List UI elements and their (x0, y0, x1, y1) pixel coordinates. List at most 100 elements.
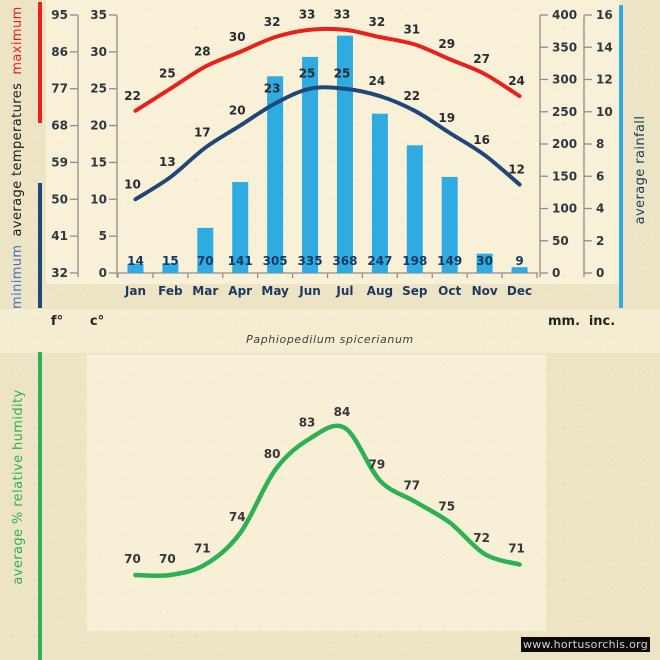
average-temperatures-label: average temperatures (10, 82, 25, 237)
inches-unit-label: inc. (588, 314, 616, 329)
svg-text:25: 25 (90, 82, 107, 96)
svg-text:23: 23 (264, 81, 281, 95)
svg-text:20: 20 (229, 104, 246, 118)
svg-text:86: 86 (51, 45, 68, 59)
svg-text:19: 19 (438, 111, 455, 125)
svg-text:14: 14 (596, 40, 613, 54)
svg-text:Sep: Sep (402, 284, 428, 298)
temperature-rainfall-panel (46, 0, 620, 284)
svg-text:75: 75 (438, 500, 455, 514)
svg-text:50: 50 (552, 234, 569, 248)
temperature-rainfall-chart: 9586776859504132353025201510504003503002… (51, 8, 613, 298)
svg-text:68: 68 (51, 119, 68, 133)
svg-text:71: 71 (194, 542, 211, 556)
watermark: www.hortusorchis.org (521, 637, 650, 652)
svg-text:16: 16 (596, 8, 613, 22)
svg-text:368: 368 (332, 254, 357, 268)
svg-text:12: 12 (508, 163, 525, 177)
svg-text:30: 30 (229, 30, 246, 44)
svg-text:32: 32 (369, 15, 386, 29)
svg-text:Apr: Apr (228, 284, 252, 298)
svg-text:33: 33 (299, 8, 316, 22)
svg-text:32: 32 (264, 15, 281, 29)
svg-text:Aug: Aug (367, 284, 393, 298)
svg-text:80: 80 (264, 447, 281, 461)
temperatures-axis-title: minimum average temperatures maximum (10, 6, 26, 310)
svg-text:24: 24 (508, 74, 525, 88)
svg-text:17: 17 (194, 126, 211, 140)
svg-text:22: 22 (403, 89, 420, 103)
svg-text:32: 32 (51, 266, 68, 280)
humidity-panel (87, 355, 546, 631)
svg-text:95: 95 (51, 8, 68, 22)
humidity-scale-bar (38, 352, 42, 660)
svg-text:50: 50 (51, 192, 68, 206)
svg-text:30: 30 (476, 254, 493, 268)
svg-text:8: 8 (596, 137, 604, 151)
svg-text:300: 300 (552, 73, 577, 87)
svg-text:250: 250 (552, 105, 577, 119)
svg-text:29: 29 (438, 37, 455, 51)
svg-text:305: 305 (263, 254, 288, 268)
svg-text:4: 4 (596, 202, 604, 216)
svg-text:Feb: Feb (158, 284, 183, 298)
svg-text:70: 70 (124, 552, 141, 566)
svg-text:0: 0 (596, 266, 604, 280)
svg-text:12: 12 (596, 73, 613, 87)
species-band (0, 309, 660, 353)
celsius-unit-label: c° (89, 314, 105, 329)
svg-text:72: 72 (473, 531, 490, 545)
svg-text:198: 198 (402, 254, 427, 268)
millimeters-unit-label: mm. (547, 314, 581, 329)
svg-text:149: 149 (437, 254, 462, 268)
svg-text:Oct: Oct (438, 284, 461, 298)
svg-text:350: 350 (552, 40, 577, 54)
svg-text:400: 400 (552, 8, 577, 22)
maximum-label: maximum (10, 6, 25, 75)
svg-text:2: 2 (596, 234, 604, 248)
svg-text:31: 31 (403, 22, 420, 36)
svg-text:83: 83 (299, 416, 316, 430)
svg-text:25: 25 (299, 67, 316, 81)
svg-text:79: 79 (369, 458, 386, 472)
svg-text:14: 14 (127, 254, 144, 268)
svg-text:15: 15 (90, 155, 107, 169)
rainfall-axis-title: average rainfall (633, 115, 648, 225)
svg-text:10: 10 (90, 192, 107, 206)
svg-text:0: 0 (552, 266, 560, 280)
svg-text:28: 28 (194, 45, 211, 59)
svg-text:25: 25 (159, 67, 176, 81)
svg-text:35: 35 (90, 8, 107, 22)
svg-text:6: 6 (596, 169, 604, 183)
svg-text:247: 247 (367, 254, 392, 268)
svg-text:0: 0 (99, 266, 107, 280)
svg-text:13: 13 (159, 155, 176, 169)
svg-text:10: 10 (596, 105, 613, 119)
svg-text:Mar: Mar (192, 284, 218, 298)
minimum-temperature-scale-bar (38, 183, 42, 308)
svg-text:71: 71 (508, 542, 525, 556)
svg-text:27: 27 (473, 52, 490, 66)
svg-text:24: 24 (369, 74, 386, 88)
svg-text:Jun: Jun (298, 284, 321, 298)
svg-text:Jan: Jan (124, 284, 146, 298)
svg-text:70: 70 (197, 254, 214, 268)
fahrenheit-unit-label: f° (50, 314, 64, 329)
svg-text:20: 20 (90, 119, 107, 133)
svg-text:59: 59 (51, 155, 68, 169)
svg-text:10: 10 (124, 177, 141, 191)
svg-text:16: 16 (473, 133, 490, 147)
svg-text:22: 22 (124, 89, 141, 103)
svg-text:335: 335 (298, 254, 323, 268)
svg-text:77: 77 (51, 82, 68, 96)
svg-text:May: May (261, 284, 289, 298)
svg-text:41: 41 (51, 229, 68, 243)
svg-text:30: 30 (90, 45, 107, 59)
svg-text:9: 9 (515, 254, 523, 268)
svg-text:70: 70 (159, 552, 176, 566)
species-name: Paphiopedilum spicerianum (246, 333, 414, 346)
svg-text:Jul: Jul (335, 284, 353, 298)
minimum-label: minimum (10, 244, 25, 310)
svg-text:200: 200 (552, 137, 577, 151)
